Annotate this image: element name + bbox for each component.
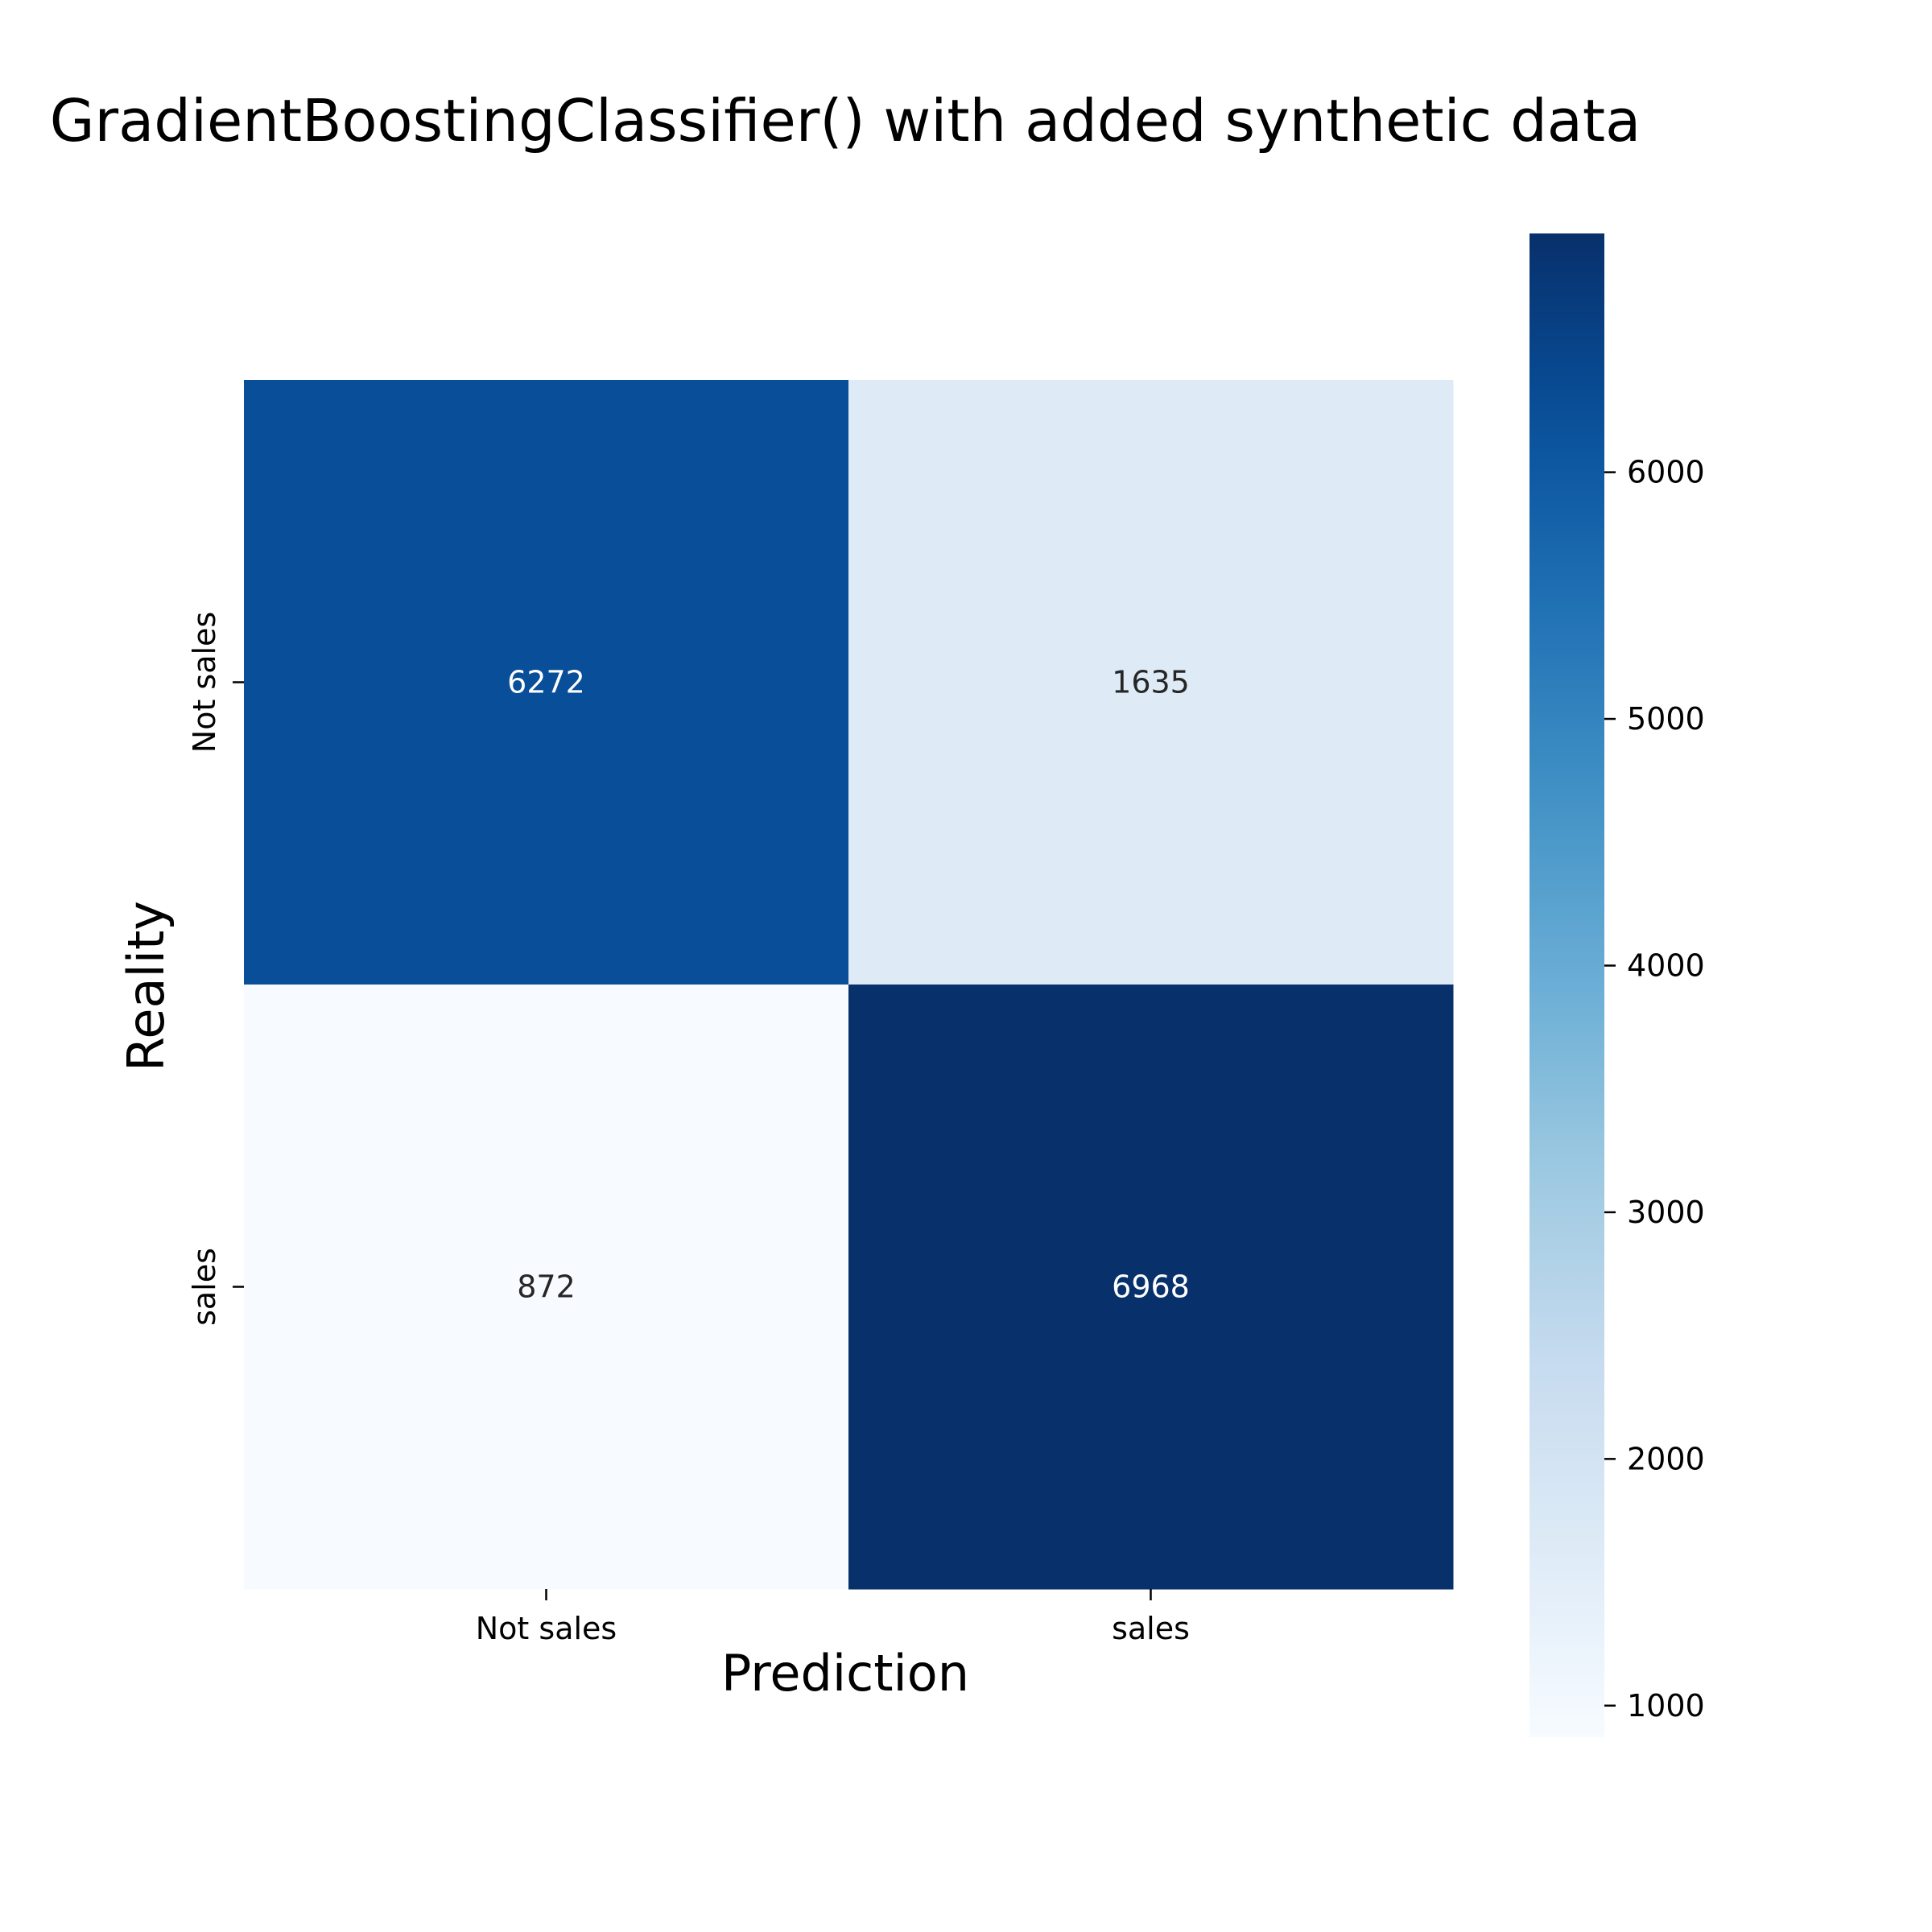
x-tick-label: sales: [1112, 1611, 1190, 1646]
colorbar: [1530, 233, 1604, 1737]
heatmap-cells: [244, 380, 1454, 1590]
colorbar-ticks: 1000 2000 3000 4000 5000 6000: [1604, 455, 1705, 1724]
y-tick-label: Not sales: [187, 612, 222, 753]
y-axis-ticks: Not sales sales: [187, 612, 244, 1326]
colorbar-tick-label: 1000: [1627, 1688, 1705, 1724]
y-tick-label: sales: [187, 1248, 222, 1326]
y-axis-label: Reality: [117, 901, 175, 1071]
heatmap-cell-labels: 6272 1635 872 6968: [507, 665, 1190, 1305]
chart-title: GradientBoostingClassifier() with added …: [50, 87, 1641, 155]
heatmap-cell: [848, 380, 1454, 985]
x-axis-label: Prediction: [721, 1644, 969, 1703]
colorbar-tick-label: 2000: [1627, 1441, 1705, 1476]
x-tick-label: Not sales: [476, 1611, 617, 1646]
heatmap-cell: [244, 380, 849, 985]
heatmap-cell: [244, 985, 849, 1590]
colorbar-tick-label: 5000: [1627, 701, 1705, 737]
cell-value-label: 872: [517, 1269, 576, 1305]
colorbar-tick-label: 4000: [1627, 947, 1705, 983]
cell-value-label: 1635: [1112, 665, 1190, 700]
colorbar-tick-label: 3000: [1627, 1195, 1705, 1230]
heatmap-cell: [848, 985, 1454, 1590]
cell-value-label: 6968: [1112, 1269, 1190, 1305]
x-axis-ticks: Not sales sales: [476, 1589, 1190, 1646]
cell-value-label: 6272: [507, 665, 585, 700]
colorbar-tick-label: 6000: [1627, 455, 1705, 490]
